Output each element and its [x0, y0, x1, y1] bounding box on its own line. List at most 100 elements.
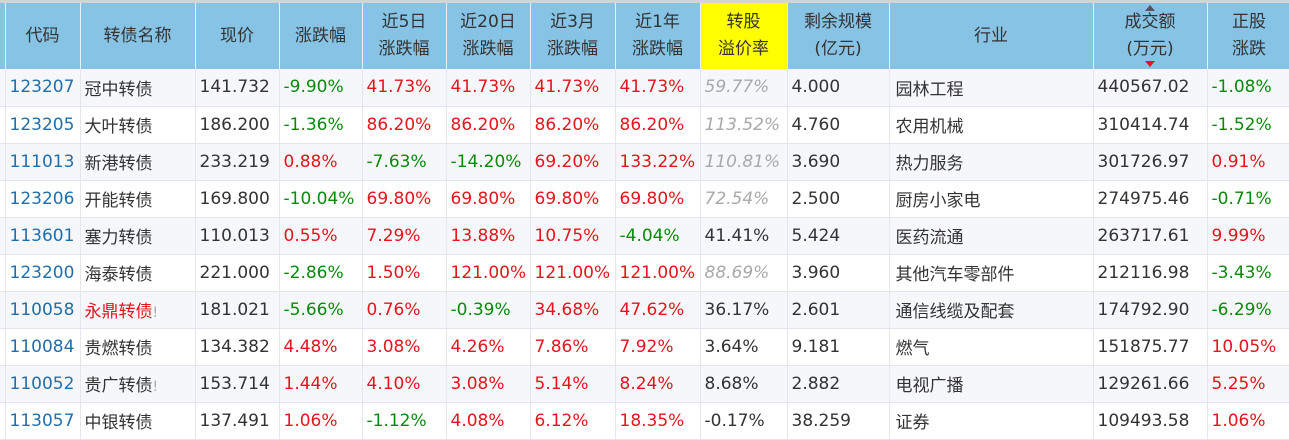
premium-value: 110.81%	[705, 152, 781, 172]
column-header-stock[interactable]: 正股涨跌	[1207, 3, 1289, 69]
cell-code[interactable]: 110052	[5, 365, 80, 402]
name-value[interactable]: 冠中转债	[85, 80, 153, 100]
cell-stock: -1.52%	[1207, 106, 1289, 143]
cell-name[interactable]: 中银转债	[80, 402, 195, 439]
d5-value: 3.08%	[367, 337, 421, 357]
chg-value: 0.55%	[284, 226, 338, 246]
cell-stock: 1.06%	[1207, 402, 1289, 439]
code-value[interactable]: 123200	[10, 263, 75, 283]
code-value[interactable]: 123206	[10, 189, 75, 209]
cell-size: 2.500	[787, 180, 889, 217]
column-header-y1[interactable]: 近1年涨跌幅	[615, 3, 700, 69]
cell-industry: 通信线缆及配套	[889, 291, 1093, 328]
d20-value: 4.08%	[451, 411, 505, 431]
m3-value: 7.86%	[535, 337, 589, 357]
sort-asc-icon[interactable]	[1145, 5, 1155, 11]
cell-code[interactable]: 113057	[5, 402, 80, 439]
cell-y1: 7.92%	[615, 328, 700, 365]
y1-value: 8.24%	[620, 374, 674, 394]
name-value[interactable]: 塞力转债	[85, 228, 153, 248]
cell-chg: -10.04%	[279, 180, 362, 217]
m3-value: 34.68%	[535, 300, 600, 320]
column-header-premium[interactable]: 转股溢价率	[700, 3, 787, 69]
cell-price: 181.021	[195, 291, 279, 328]
price-value: 110.013	[200, 226, 270, 246]
name-value[interactable]: 海泰转债	[85, 265, 153, 285]
size-value: 4.760	[792, 115, 841, 135]
cell-code[interactable]: 123206	[5, 180, 80, 217]
cell-name[interactable]: 开能转债	[80, 180, 195, 217]
chg-value: -2.86%	[284, 263, 344, 283]
column-header-price[interactable]: 现价	[195, 3, 279, 69]
premium-value: 36.17%	[705, 300, 770, 320]
cell-code[interactable]: 110084	[5, 328, 80, 365]
cell-m3: 41.73%	[530, 69, 615, 106]
column-header-chg[interactable]: 涨跌幅	[279, 3, 362, 69]
column-header-d5[interactable]: 近5日涨跌幅	[362, 3, 446, 69]
cell-code[interactable]: 123205	[5, 106, 80, 143]
column-header-m3[interactable]: 近3月涨跌幅	[530, 3, 615, 69]
name-value[interactable]: 贵广转债	[85, 376, 153, 396]
cell-code[interactable]: 123200	[5, 254, 80, 291]
column-header-d20[interactable]: 近20日涨跌幅	[446, 3, 530, 69]
cell-y1: 41.73%	[615, 69, 700, 106]
column-header-amount[interactable]: 成交额(万元)	[1093, 3, 1207, 69]
name-value[interactable]: 永鼎转债	[85, 302, 153, 322]
code-value[interactable]: 110052	[10, 374, 75, 394]
header-label: 溢价率	[701, 36, 787, 63]
column-header-size[interactable]: 剩余规模(亿元)	[787, 3, 889, 69]
industry-value: 热力服务	[896, 154, 964, 174]
cell-amount: 212116.98	[1093, 254, 1207, 291]
cell-name[interactable]: 新港转债	[80, 143, 195, 180]
cell-price: 233.219	[195, 143, 279, 180]
cell-name[interactable]: 海泰转债	[80, 254, 195, 291]
warning-icon[interactable]: !	[153, 305, 159, 321]
cell-code[interactable]: 123207	[5, 69, 80, 106]
cell-d20: 121.00%	[446, 254, 530, 291]
cell-name[interactable]: 冠中转债	[80, 69, 195, 106]
code-value[interactable]: 123207	[10, 77, 75, 97]
cell-name[interactable]: 贵广转债!	[80, 365, 195, 402]
column-header-name[interactable]: 转债名称	[80, 3, 195, 69]
cell-industry: 园林工程	[889, 69, 1093, 106]
name-value[interactable]: 大叶转债	[85, 117, 153, 137]
cell-name[interactable]: 大叶转债	[80, 106, 195, 143]
cell-code[interactable]: 110058	[5, 291, 80, 328]
code-value[interactable]: 110058	[10, 300, 75, 320]
d20-value: 41.73%	[451, 77, 516, 97]
cell-name[interactable]: 永鼎转债!	[80, 291, 195, 328]
cell-name[interactable]: 贵燃转债	[80, 328, 195, 365]
header-label: 近3月	[531, 9, 615, 36]
column-header-code[interactable]: 代码	[5, 3, 80, 69]
name-value[interactable]: 贵燃转债	[85, 339, 153, 359]
warning-icon[interactable]: !	[153, 379, 159, 395]
code-value[interactable]: 123205	[10, 115, 75, 135]
column-header-industry[interactable]: 行业	[889, 3, 1093, 69]
cell-code[interactable]: 113601	[5, 217, 80, 254]
code-value[interactable]: 113601	[10, 226, 75, 246]
name-value[interactable]: 开能转债	[85, 191, 153, 211]
name-value[interactable]: 中银转债	[85, 413, 153, 433]
cell-name[interactable]: 塞力转债	[80, 217, 195, 254]
cell-d5: -1.12%	[362, 402, 446, 439]
code-value[interactable]: 113057	[10, 411, 75, 431]
code-value[interactable]: 110084	[10, 337, 75, 357]
cell-d20: -0.39%	[446, 291, 530, 328]
sort-desc-icon[interactable]	[1145, 61, 1155, 67]
cell-d20: 4.26%	[446, 328, 530, 365]
cell-code[interactable]: 111013	[5, 143, 80, 180]
name-value[interactable]: 新港转债	[85, 154, 153, 174]
cell-premium: 41.41%	[700, 217, 787, 254]
code-value[interactable]: 111013	[10, 152, 75, 172]
price-value: 153.714	[200, 374, 270, 394]
